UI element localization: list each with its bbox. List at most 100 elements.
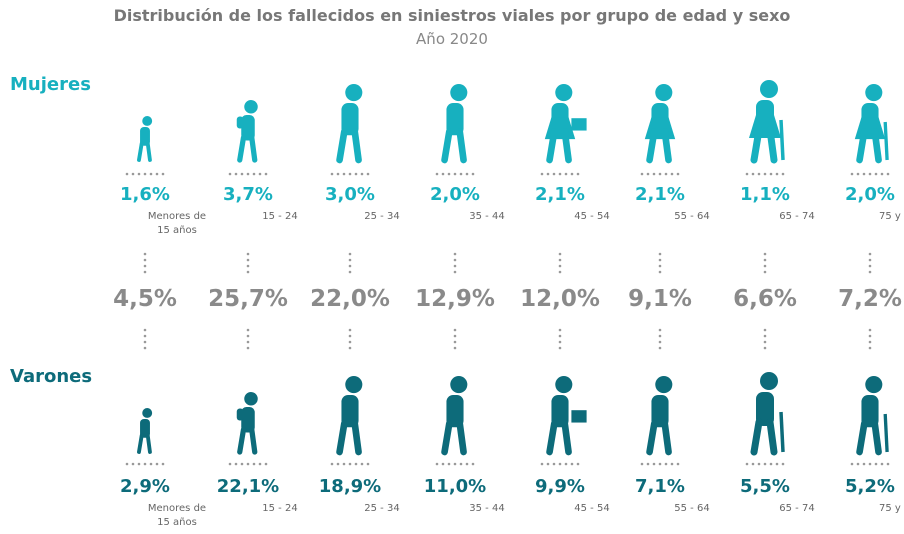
dot — [143, 264, 147, 268]
dot — [246, 264, 250, 268]
dot — [546, 462, 550, 466]
person-body — [756, 392, 774, 426]
total-percent: 12,9% — [415, 286, 495, 312]
dot — [348, 252, 352, 256]
men-label: Varones — [10, 366, 93, 387]
dot — [441, 172, 445, 176]
women-percent: 2,0% — [845, 184, 895, 205]
dot — [868, 328, 872, 332]
women-percent: 2,1% — [635, 184, 685, 205]
dot — [763, 172, 767, 176]
dot — [155, 462, 159, 466]
dot — [246, 252, 250, 256]
dot — [576, 172, 580, 176]
person-briefcase — [571, 118, 587, 131]
dot — [558, 340, 562, 344]
person-head — [450, 376, 468, 394]
person-head — [865, 376, 883, 394]
men-percent: 11,0% — [423, 476, 487, 497]
dot — [246, 346, 250, 350]
dot — [258, 172, 262, 176]
person-head — [345, 376, 363, 394]
person-head — [555, 84, 573, 102]
dot — [868, 340, 872, 344]
dot — [471, 462, 475, 466]
dot — [640, 462, 644, 466]
dot — [246, 462, 250, 466]
dot — [658, 334, 662, 338]
person-head — [865, 84, 883, 102]
dot — [453, 252, 457, 256]
dot — [886, 462, 890, 466]
men-percent: 22,1% — [216, 476, 280, 497]
dot — [564, 462, 568, 466]
age-group: 45 - 54 — [574, 503, 610, 514]
person-legs — [646, 128, 672, 164]
person-legs — [237, 134, 258, 163]
dot — [868, 346, 872, 350]
dot — [354, 462, 358, 466]
dot — [558, 258, 562, 262]
dot — [552, 172, 556, 176]
age-group: 55 - 64 — [674, 503, 710, 514]
person-cane — [779, 119, 785, 161]
dot — [240, 462, 244, 466]
total-percent: 12,0% — [520, 286, 600, 312]
person-legs — [646, 420, 672, 456]
dot — [763, 264, 767, 268]
men-percent: 5,5% — [740, 476, 790, 497]
dot — [670, 172, 674, 176]
dot — [769, 172, 773, 176]
dot — [874, 172, 878, 176]
dot — [453, 462, 457, 466]
dot — [348, 264, 352, 268]
age-group: 75 y más — [878, 503, 904, 514]
person-legs — [336, 420, 362, 456]
person-body — [140, 419, 150, 438]
women-percent: 3,0% — [325, 184, 375, 205]
dot — [471, 172, 475, 176]
dot — [252, 172, 256, 176]
person-backpack — [236, 408, 244, 421]
age-group: 55 - 64 — [674, 211, 710, 222]
person-legs — [546, 420, 572, 456]
dot — [137, 172, 141, 176]
dot — [348, 172, 352, 176]
person-body — [241, 407, 255, 433]
dot — [868, 258, 872, 262]
dot — [558, 264, 562, 268]
dot — [763, 258, 767, 262]
dot — [646, 462, 650, 466]
men-percent: 2,9% — [120, 476, 170, 497]
dot — [348, 270, 352, 274]
dot — [763, 346, 767, 350]
person-body — [861, 395, 879, 428]
dot — [763, 340, 767, 344]
dot — [570, 172, 574, 176]
dot — [558, 252, 562, 256]
dot — [757, 462, 761, 466]
dot — [246, 334, 250, 338]
dot — [552, 462, 556, 466]
dot — [348, 340, 352, 344]
person-head — [142, 116, 153, 126]
dot — [540, 462, 544, 466]
dot — [161, 172, 165, 176]
dot — [131, 172, 135, 176]
person-head — [142, 408, 153, 418]
dot — [264, 172, 268, 176]
person-legs — [137, 141, 152, 162]
person-dress — [854, 117, 886, 140]
dot — [435, 462, 439, 466]
person-head — [345, 84, 363, 102]
dot — [676, 462, 680, 466]
women-percent: 3,7% — [223, 184, 273, 205]
dot — [348, 334, 352, 338]
age-group: 65 - 74 — [779, 211, 815, 222]
person-legs — [237, 426, 258, 455]
dot — [228, 172, 232, 176]
total-percent: 25,7% — [208, 286, 288, 312]
dot — [658, 252, 662, 256]
dot — [856, 172, 860, 176]
dot — [658, 346, 662, 350]
